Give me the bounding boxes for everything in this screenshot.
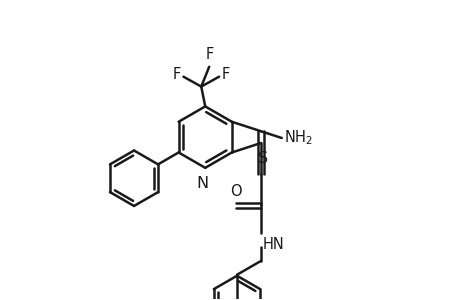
Text: F: F <box>206 47 214 62</box>
Text: F: F <box>222 67 230 82</box>
Text: NH$_2$: NH$_2$ <box>283 129 312 147</box>
Text: N: N <box>196 176 208 191</box>
Text: F: F <box>172 67 180 82</box>
Text: S: S <box>257 151 268 166</box>
Text: HN: HN <box>263 237 284 252</box>
Text: O: O <box>230 184 241 200</box>
